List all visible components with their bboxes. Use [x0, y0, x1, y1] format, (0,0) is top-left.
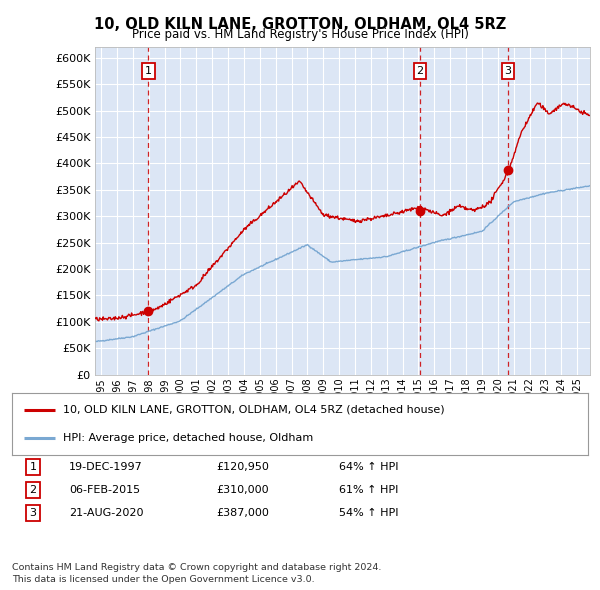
Text: 2: 2 [416, 66, 424, 76]
Text: 10, OLD KILN LANE, GROTTON, OLDHAM, OL4 5RZ (detached house): 10, OLD KILN LANE, GROTTON, OLDHAM, OL4 … [62, 405, 445, 415]
Text: 3: 3 [29, 508, 37, 518]
Text: Contains HM Land Registry data © Crown copyright and database right 2024.: Contains HM Land Registry data © Crown c… [12, 563, 382, 572]
Text: £120,950: £120,950 [216, 462, 269, 472]
Text: 21-AUG-2020: 21-AUG-2020 [69, 508, 143, 518]
Text: HPI: Average price, detached house, Oldham: HPI: Average price, detached house, Oldh… [62, 433, 313, 443]
Text: 06-FEB-2015: 06-FEB-2015 [69, 485, 140, 495]
Text: £310,000: £310,000 [216, 485, 269, 495]
Text: £387,000: £387,000 [216, 508, 269, 518]
Text: 10, OLD KILN LANE, GROTTON, OLDHAM, OL4 5RZ: 10, OLD KILN LANE, GROTTON, OLDHAM, OL4 … [94, 17, 506, 31]
Text: 64% ↑ HPI: 64% ↑ HPI [339, 462, 398, 472]
Text: This data is licensed under the Open Government Licence v3.0.: This data is licensed under the Open Gov… [12, 575, 314, 584]
Text: 54% ↑ HPI: 54% ↑ HPI [339, 508, 398, 518]
Text: 61% ↑ HPI: 61% ↑ HPI [339, 485, 398, 495]
Text: 3: 3 [505, 66, 511, 76]
Text: 1: 1 [29, 462, 37, 472]
Text: 2: 2 [29, 485, 37, 495]
Text: Price paid vs. HM Land Registry's House Price Index (HPI): Price paid vs. HM Land Registry's House … [131, 28, 469, 41]
Text: 1: 1 [145, 66, 152, 76]
Text: 19-DEC-1997: 19-DEC-1997 [69, 462, 143, 472]
